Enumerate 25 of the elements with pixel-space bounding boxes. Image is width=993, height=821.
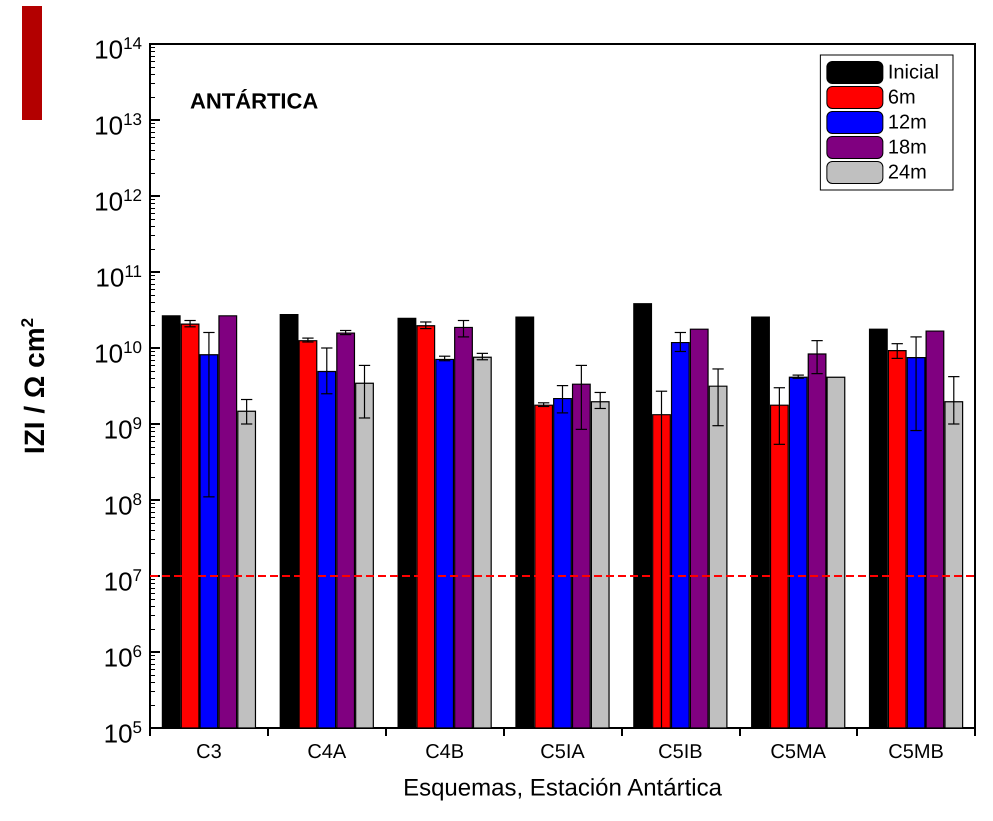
x-tick-label: C5MA (770, 741, 827, 763)
legend-label: Inicial (888, 62, 940, 84)
x-tick-label: C5MB (888, 741, 944, 763)
y-tick-label: 10$^{12}$ (94, 185, 142, 217)
legend-label: 18m (888, 136, 927, 158)
y-tick-label: 10$^{13}$ (94, 109, 142, 141)
annotation: ANTÁRTICA (190, 88, 318, 114)
y-tick-label: 10$^{11}$ (95, 261, 142, 293)
y-tick-label: 10$^{9}$ (104, 413, 142, 445)
legend-label: 24m (888, 162, 927, 184)
y-tick-label: 10$^{10}$ (94, 337, 142, 369)
x-axis-title: Esquemas, Estación Antártica (403, 774, 723, 802)
x-tick-label: C5IA (540, 741, 586, 763)
legend-label: 12m (888, 112, 927, 134)
y-tick-label: 10$^{5}$ (104, 717, 142, 749)
y-tick-label: 10$^{7}$ (104, 565, 142, 597)
y-tick-label: 10$^{6}$ (104, 641, 142, 673)
y-tick-label: 10$^{14}$ (94, 33, 142, 65)
y-tick-label: 10$^{8}$ (104, 489, 142, 521)
x-tick-label: C5IB (658, 741, 703, 763)
y-axis-title: IZI / Ω cm2 (18, 318, 50, 454)
x-tick-label: C3 (196, 741, 222, 763)
x-tick-label: C4B (425, 741, 464, 763)
x-tick-label: C4A (307, 741, 347, 763)
legend-label: 6m (888, 86, 916, 108)
